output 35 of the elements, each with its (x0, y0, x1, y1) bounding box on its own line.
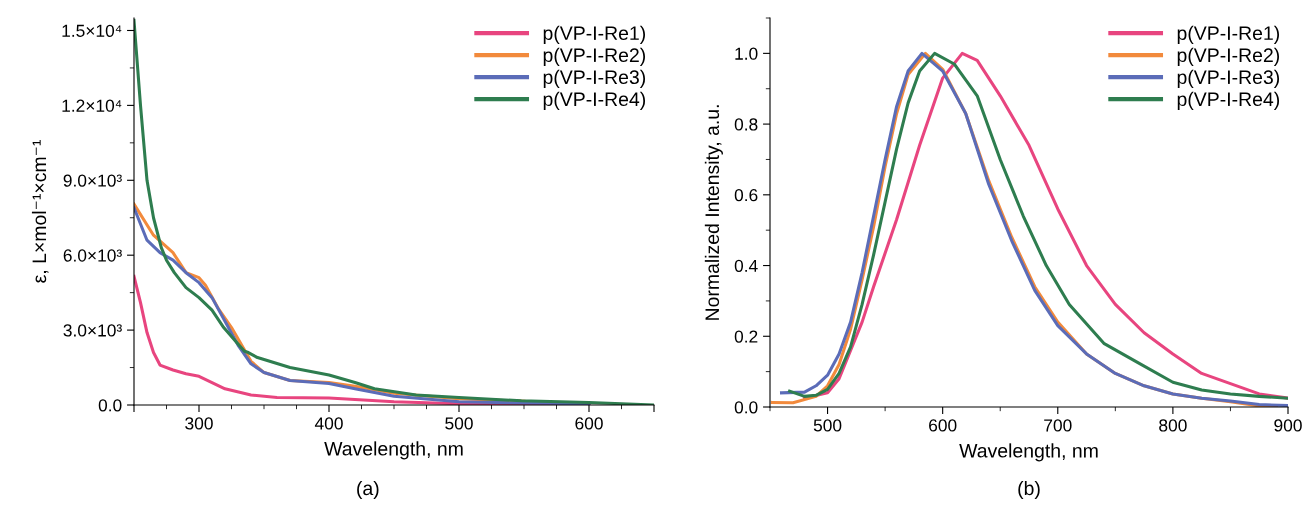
y-axis-title: Normalized Intensity, a.u. (704, 105, 723, 320)
y-tick-label: 6.0×10³ (63, 249, 122, 262)
y-tick-label: 0.8 (734, 118, 758, 131)
legend-label: p(VP-I-Re4) (1177, 91, 1280, 110)
text: (a) (357, 480, 379, 500)
x-tick-label: 900 (1274, 419, 1302, 432)
y-tick-label: 0.0 (734, 401, 758, 414)
y-tick-label: 3.0×10³ (63, 324, 122, 337)
x-axis-title: Wavelength, nm (324, 441, 463, 460)
x-tick-label: 700 (1044, 419, 1072, 432)
y-tick-label: 0.2 (734, 330, 758, 343)
legend-label: p(VP-I-Re2) (543, 47, 646, 66)
x-tick-label: 500 (445, 417, 473, 430)
x-tick-label: 500 (813, 419, 842, 432)
legend-label: p(VP-I-Re3) (1177, 69, 1280, 88)
x-tick-label: 400 (314, 417, 343, 430)
x-axis-title: Wavelength, nm (959, 443, 1098, 462)
y-tick-label: 1.2×10⁴ (62, 99, 122, 112)
y-tick-label: 1.5×10⁴ (62, 24, 122, 37)
y-tick-label: 0.6 (734, 188, 758, 202)
y-tick-label: 0.4 (734, 259, 758, 273)
legend-label: p(VP-I-Re2) (1177, 47, 1280, 66)
text: (b) (1018, 480, 1040, 500)
x-tick-label: 600 (929, 419, 957, 432)
x-tick-label: 800 (1159, 419, 1187, 432)
y-tick-label: 9.0×10³ (63, 174, 122, 187)
legend-label: p(VP-I-Re1) (543, 25, 646, 44)
x-tick-label: 600 (575, 417, 603, 430)
legend-label: p(VP-I-Re3) (543, 69, 646, 88)
y-tick-label: 0.0 (98, 399, 122, 412)
x-tick-label: 300 (185, 417, 213, 430)
y-tick-label: 1.0 (735, 47, 758, 60)
y-axis-title: ε, L×mol⁻¹×cm⁻¹ (31, 140, 49, 283)
legend-label: p(VP-I-Re4) (543, 91, 646, 110)
legend-label: p(VP-I-Re1) (1177, 25, 1280, 44)
